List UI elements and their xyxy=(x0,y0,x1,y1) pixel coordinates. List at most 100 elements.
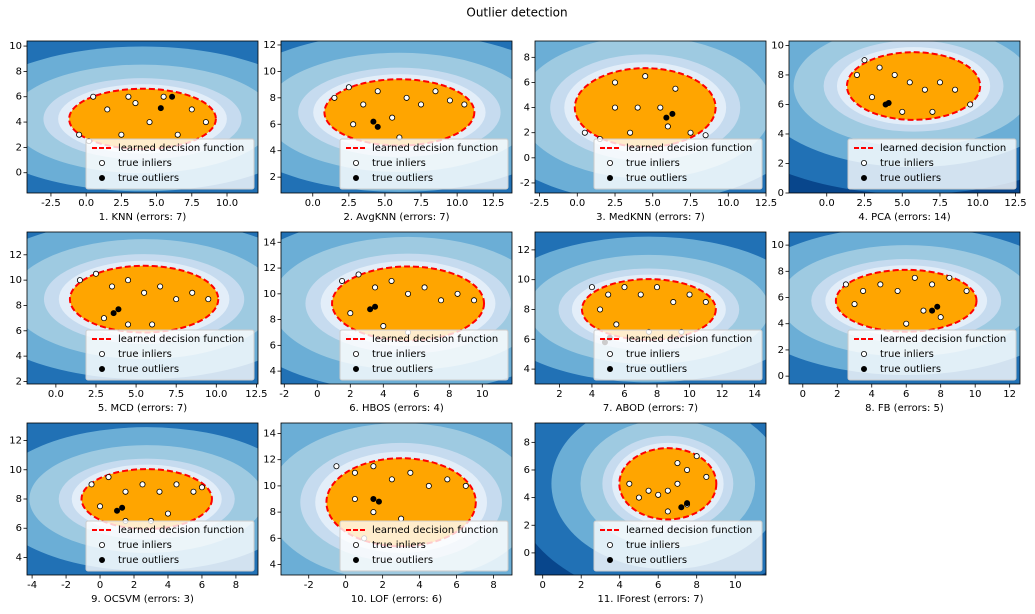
y-tick-label: 12 xyxy=(9,250,22,261)
y-tick-label: 10 xyxy=(9,41,22,52)
point xyxy=(190,488,197,495)
x-tick-label: 6 xyxy=(413,389,419,400)
decision-region xyxy=(323,78,476,147)
x-tick-label: 0 xyxy=(97,580,103,591)
point xyxy=(637,291,644,298)
legend-box xyxy=(85,138,255,190)
x-tick-label: 6 xyxy=(655,580,661,591)
legend-label: true outliers xyxy=(626,555,687,566)
y-tick-label: 2 xyxy=(16,376,22,387)
legend-label: true inliers xyxy=(118,158,172,169)
x-axis-label: 7. ABOD (errors: 7) xyxy=(603,403,698,414)
point xyxy=(686,291,693,298)
y-tick-label: 6 xyxy=(270,340,276,351)
point xyxy=(370,463,377,470)
point xyxy=(110,310,117,317)
x-tick-label: 6 xyxy=(621,389,627,400)
y-tick-label: 2 xyxy=(270,172,276,183)
x-tick-label: 5.0 xyxy=(894,198,910,209)
x-tick-label: 10.0 xyxy=(205,389,227,400)
axes-frame xyxy=(280,231,513,385)
x-tick-label: 7.5 xyxy=(413,198,429,209)
x-tick-label: 7.5 xyxy=(932,198,948,209)
x-axis-label: 6. HBOS (errors: 4) xyxy=(349,403,444,414)
y-tick-label: 6 xyxy=(16,326,22,337)
point xyxy=(90,93,97,100)
y-tick-label: 4 xyxy=(524,103,530,114)
point xyxy=(389,114,396,121)
point xyxy=(438,297,445,304)
point xyxy=(869,94,876,101)
legend-swatch xyxy=(99,174,106,181)
point xyxy=(125,321,132,328)
point xyxy=(952,86,959,93)
point xyxy=(937,314,944,321)
x-tick-label: 0 xyxy=(800,389,806,400)
x-axis-label: 8. FB (errors: 5) xyxy=(865,403,944,414)
y-tick-label: 0 xyxy=(524,548,530,559)
points xyxy=(853,57,974,115)
y-tick-label: 8 xyxy=(270,315,276,326)
x-tick-label: 12 xyxy=(1003,389,1016,400)
point xyxy=(674,480,681,487)
point xyxy=(936,79,943,86)
point xyxy=(351,469,358,476)
point xyxy=(860,287,867,294)
point xyxy=(339,277,346,284)
point xyxy=(202,119,209,126)
point xyxy=(355,271,362,278)
legend-label: true inliers xyxy=(626,349,680,360)
x-tick-label: 2 xyxy=(347,389,353,400)
point xyxy=(702,132,709,139)
x-tick-label: 7.5 xyxy=(168,389,184,400)
y-tick-label: 2 xyxy=(16,142,22,153)
x-tick-label: 8 xyxy=(938,389,944,400)
subplot: -2 0 2 4 6 8 4 6 8 10 12 14 10. LOF (errors: 6) learn… xyxy=(263,422,513,605)
point xyxy=(333,463,340,470)
point xyxy=(687,129,694,136)
point xyxy=(403,94,410,101)
legend-label: true outliers xyxy=(372,173,433,184)
x-tick-label: -2 xyxy=(61,580,71,591)
legend-swatch xyxy=(607,350,614,357)
point xyxy=(388,277,395,284)
y-tick-label: 8 xyxy=(778,70,784,81)
point xyxy=(934,303,941,310)
point xyxy=(76,277,83,284)
point xyxy=(885,99,892,106)
y-tick-label: 4 xyxy=(16,351,22,362)
decision-region xyxy=(68,264,220,334)
legend-label: true inliers xyxy=(118,349,172,360)
x-tick-label: 10.0 xyxy=(216,198,238,209)
point xyxy=(173,481,180,488)
legend-swatch xyxy=(861,365,868,372)
point xyxy=(372,303,379,310)
x-axis-label: 3. MedKNN (errors: 7) xyxy=(596,212,705,223)
point xyxy=(188,106,195,113)
legend-swatch xyxy=(861,159,868,166)
y-tick-label: 2 xyxy=(778,345,784,356)
point xyxy=(861,57,868,64)
x-tick-label: 4 xyxy=(416,580,422,591)
point xyxy=(141,289,148,296)
x-tick-label: 8 xyxy=(233,580,239,591)
x-tick-label: 2.5 xyxy=(88,389,104,400)
legend-label: learned decision function xyxy=(626,143,752,154)
subplot: -2 0 2 4 6 8 10 4 6 8 10 12 14 6. HBOS (errors: 4) lea… xyxy=(263,231,513,414)
point xyxy=(693,453,700,460)
legend-label: true outliers xyxy=(372,555,433,566)
point xyxy=(118,131,125,138)
y-tick-label: 2 xyxy=(524,520,530,531)
point xyxy=(115,306,122,313)
y-tick-label: 4 xyxy=(524,364,530,375)
point xyxy=(92,270,99,277)
point xyxy=(370,118,377,125)
point xyxy=(157,105,164,112)
point xyxy=(388,476,395,483)
x-tick-label: 4 xyxy=(589,389,595,400)
y-tick-label: 6 xyxy=(778,99,784,110)
point xyxy=(198,484,205,491)
legend-label: true outliers xyxy=(372,364,433,375)
point xyxy=(664,487,671,494)
